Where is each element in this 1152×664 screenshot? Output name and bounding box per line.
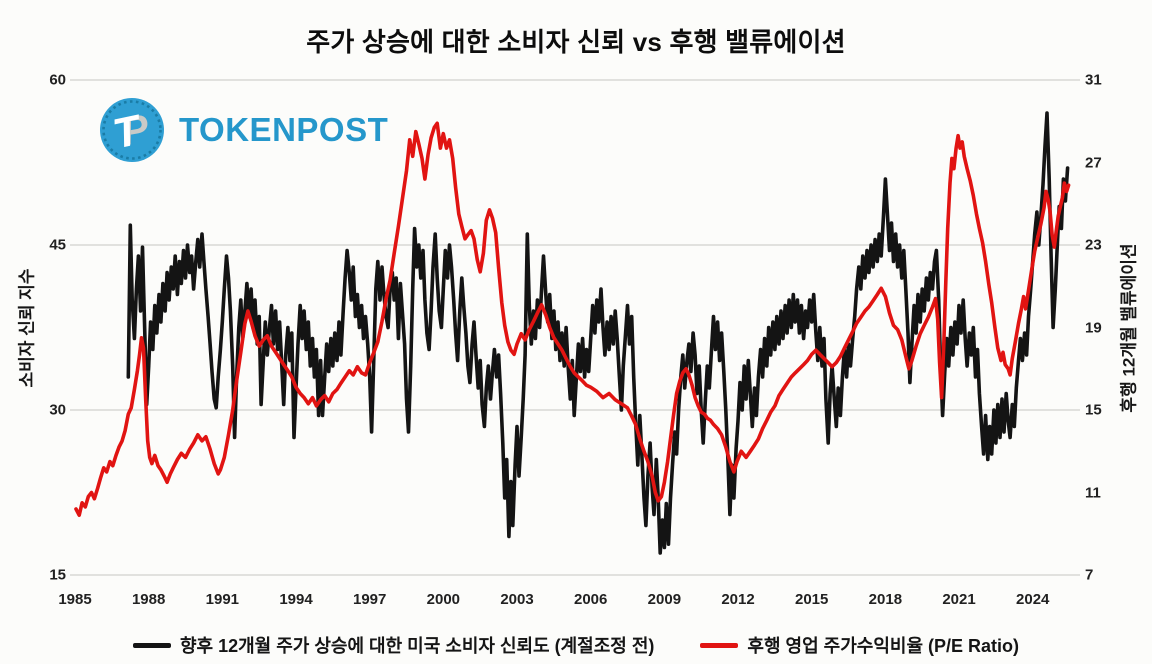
- x-tick-label: 2003: [500, 591, 534, 608]
- chart-title: 주가 상승에 대한 소비자 신뢰 vs 후행 밸류에이션: [306, 27, 846, 57]
- legend-item-pe-ratio: 후행 영업 주가수익비율 (P/E Ratio): [700, 632, 1019, 658]
- x-tick-label: 2000: [426, 591, 461, 608]
- tokenpost-logo-text: TOKENPOST: [179, 111, 389, 148]
- x-tick-label: 2021: [942, 591, 976, 608]
- x-tick-label: 2024: [1016, 591, 1050, 608]
- right-tick-label: 7: [1085, 566, 1094, 584]
- x-tick-label: 2018: [868, 591, 903, 608]
- chart-legend: 향후 12개월 주가 상승에 대한 미국 소비자 신뢰도 (계절조정 전) 후행…: [0, 632, 1152, 658]
- x-tick-label: 2015: [795, 591, 829, 608]
- x-tick-label: 2006: [574, 591, 608, 608]
- tokenpost-logo: P T TOKENPOST: [98, 96, 388, 164]
- x-tick-label: 1988: [131, 591, 166, 608]
- right-tick-label: 31: [1085, 71, 1102, 89]
- confidence-line-swatch: [132, 642, 171, 648]
- tokenpost-logo-icon: P T: [100, 98, 164, 162]
- left-axis-title: 소비자 신뢰 지수: [17, 268, 37, 387]
- x-tick-label: 1994: [279, 591, 313, 608]
- right-tick-label: 23: [1085, 236, 1102, 254]
- pe-ratio-legend-label: 후행 영업 주가수익비율 (P/E Ratio): [747, 636, 1020, 656]
- legend-item-confidence: 향후 12개월 주가 상승에 대한 미국 소비자 신뢰도 (계절조정 전): [132, 632, 655, 658]
- consumer-confidence-line: [126, 111, 1070, 555]
- right-tick-label: 11: [1085, 484, 1101, 501]
- pe-ratio-line: [74, 121, 1071, 517]
- x-tick-label: 2012: [721, 591, 755, 608]
- left-tick-label: 30: [49, 401, 66, 419]
- right-tick-label: 15: [1085, 401, 1102, 419]
- right-axis-title: 후행 12개월 밸류에이션: [1119, 242, 1139, 413]
- right-tick-label: 27: [1085, 154, 1102, 171]
- left-tick-label: 45: [49, 236, 66, 254]
- x-tick-label: 2009: [647, 591, 682, 608]
- confidence-legend-label: 향후 12개월 주가 상승에 대한 미국 소비자 신뢰도 (계절조정 전): [179, 636, 655, 656]
- right-tick-label: 19: [1085, 319, 1102, 336]
- pe-ratio-line-swatch: [700, 642, 739, 648]
- left-tick-label: 60: [49, 71, 66, 89]
- left-tick-label: 15: [49, 566, 66, 584]
- series-lines: [74, 111, 1071, 555]
- x-tick-label: 1997: [352, 591, 387, 608]
- x-tick-label: 1991: [205, 591, 240, 608]
- x-tick-label: 1985: [58, 591, 92, 608]
